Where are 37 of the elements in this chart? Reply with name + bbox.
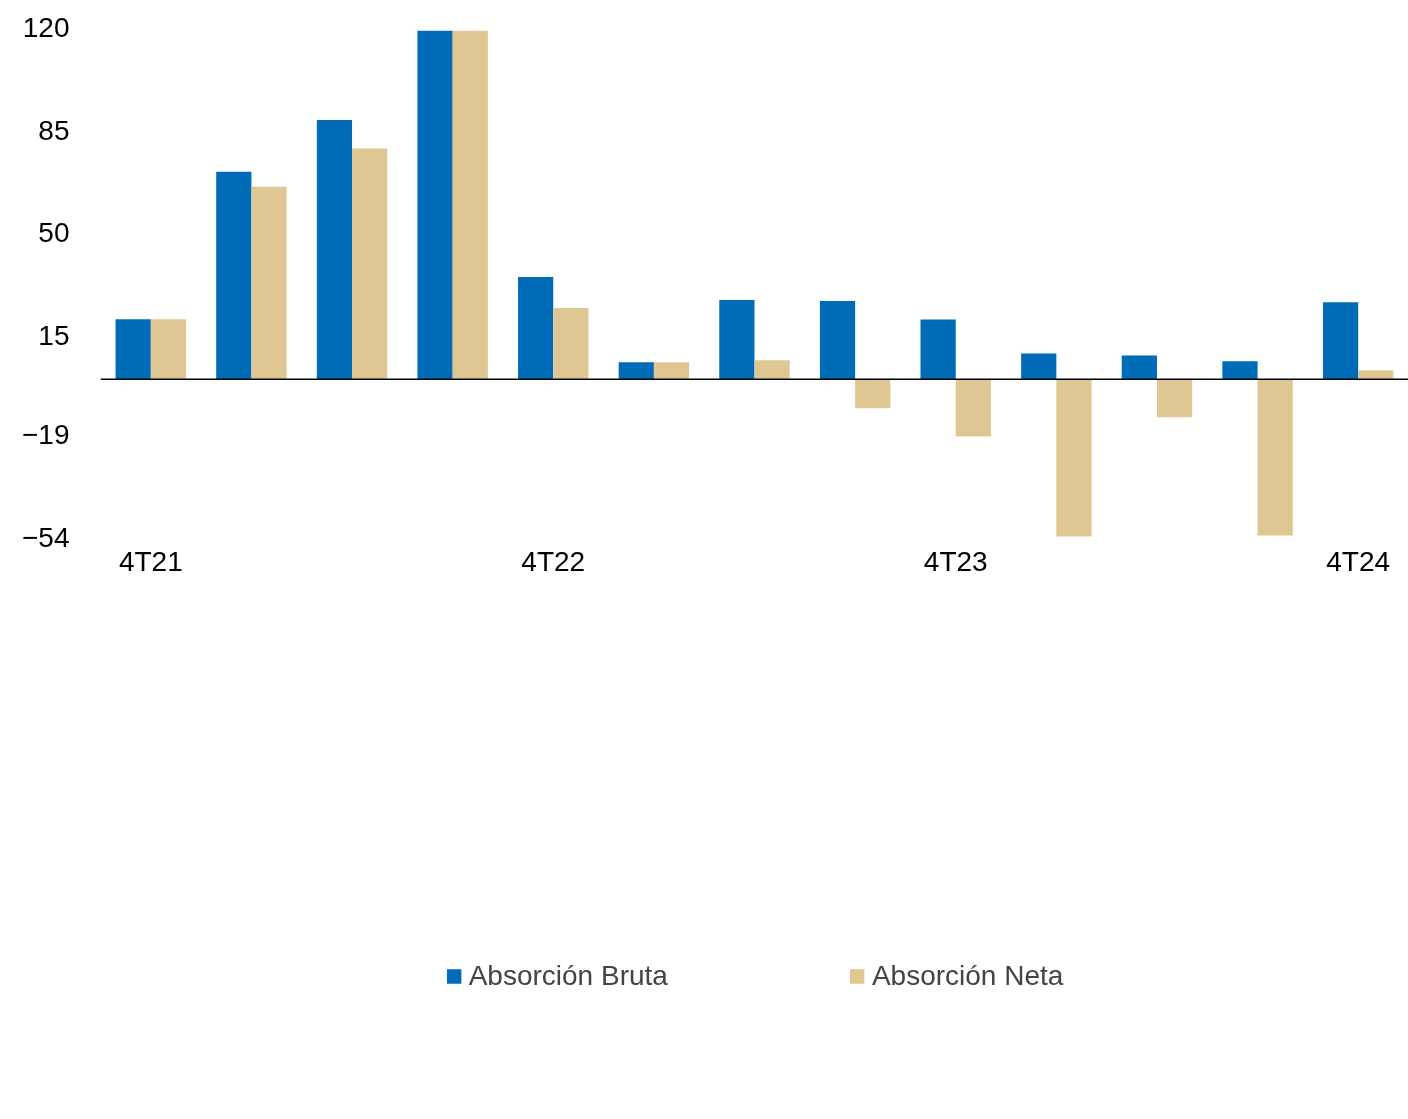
- legend-label: Absorción Bruta: [468, 960, 668, 992]
- bar: [819, 300, 856, 380]
- bar: [1222, 361, 1258, 380]
- bar: [251, 186, 287, 380]
- bar: [754, 360, 790, 380]
- bar: [316, 120, 353, 380]
- x-tick-label: 4T22: [521, 545, 586, 577]
- x-tick-label: 4T21: [118, 545, 183, 577]
- bar: [115, 319, 151, 380]
- bar: [955, 379, 991, 437]
- bar: [553, 308, 589, 380]
- bar: [1021, 353, 1057, 380]
- bar: [150, 319, 187, 380]
- y-tick-label: 85: [38, 114, 70, 146]
- bar: [719, 300, 755, 380]
- bar: [1322, 302, 1359, 380]
- bar: [653, 362, 690, 380]
- bar: [452, 30, 488, 380]
- y-tick-label: 120: [22, 12, 70, 43]
- bar: [216, 171, 252, 380]
- bar: [618, 362, 654, 380]
- bar: [1257, 379, 1293, 536]
- y-tick-label: 15: [38, 319, 70, 351]
- bar: [1121, 355, 1157, 380]
- x-tick-label: 4T24: [1326, 545, 1391, 577]
- bar: [417, 30, 453, 380]
- bar: [920, 319, 956, 380]
- bar: [855, 379, 891, 409]
- y-tick-label: −19: [22, 419, 70, 451]
- bar: [352, 148, 388, 380]
- bar: [1056, 379, 1092, 537]
- bar: [518, 276, 554, 380]
- y-tick-label: 50: [38, 217, 70, 249]
- y-tick-label: −54: [22, 522, 70, 553]
- legend-label: Absorción Neta: [871, 960, 1064, 992]
- bar: [1156, 379, 1193, 418]
- x-tick-label: 4T23: [923, 545, 988, 577]
